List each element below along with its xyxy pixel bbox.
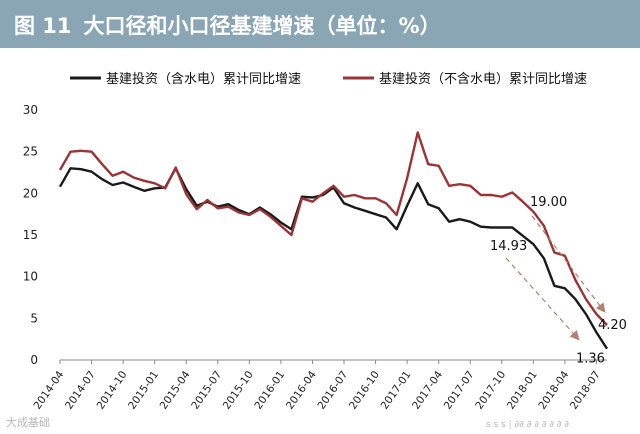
y-tick-label: 30 bbox=[23, 103, 38, 117]
x-tick-label: 2017-10 bbox=[473, 369, 508, 412]
x-tick-label: 2015-01 bbox=[126, 369, 161, 412]
x-tick-label: 2016-04 bbox=[284, 369, 319, 412]
x-tick-label: 2016-07 bbox=[315, 369, 350, 412]
figure-title: 图 11 大口径和小口径基建增速（单位：%） bbox=[14, 10, 441, 40]
annotation-label-start: 14.93 bbox=[490, 239, 527, 254]
line-chart: 基建投资（含水电）累计同比增速 基建投资（不含水电）累计同比增速 0 5 10 15 2… bbox=[23, 71, 627, 412]
y-tick-label: 20 bbox=[23, 186, 38, 200]
y-tick-label: 15 bbox=[23, 228, 38, 242]
x-tick-label: 2018-04 bbox=[536, 369, 571, 412]
legend-label-series-2: 基建投资（不含水电）累计同比增速 bbox=[379, 71, 587, 87]
x-tick-label: 2016-01 bbox=[252, 369, 287, 412]
annotation-arrow bbox=[505, 257, 580, 341]
figure-title-text: 大口径和小口径基建增速（单位：%） bbox=[83, 14, 441, 38]
y-tick-label: 25 bbox=[23, 145, 38, 159]
x-tick-label: 2014-07 bbox=[63, 369, 98, 412]
annotation-label-start: 19.00 bbox=[530, 195, 567, 210]
series-line-1 bbox=[58, 167, 609, 350]
x-tick-label: 2014-10 bbox=[95, 369, 130, 412]
figure-number: 图 11 bbox=[14, 14, 72, 38]
plot-area: 0 5 10 15 20 25 30 2014-042014-072014-102015-01… bbox=[23, 103, 627, 412]
watermark-left: 大成基础 bbox=[6, 416, 50, 429]
x-tick-label: 2015-10 bbox=[221, 369, 256, 412]
x-tick-label: 2018-07 bbox=[568, 369, 603, 412]
annotation-arrow bbox=[531, 215, 606, 313]
x-tick-label: 2017-07 bbox=[442, 369, 477, 412]
y-tick-label: 0 bbox=[30, 353, 38, 367]
legend: 基建投资（含水电）累计同比增速 基建投资（不含水电）累计同比增速 bbox=[70, 71, 587, 87]
x-tick-label: 2017-01 bbox=[379, 369, 414, 412]
title-banner: 图 11 大口径和小口径基建增速（单位：%） bbox=[0, 0, 640, 48]
x-tick-label: 2015-04 bbox=[158, 369, 193, 412]
x-tick-label: 2016-10 bbox=[347, 369, 382, 412]
legend-label-series-1: 基建投资（含水电）累计同比增速 bbox=[106, 71, 301, 87]
x-tick-label: 2015-07 bbox=[189, 369, 224, 412]
annotation-label-end: 4.20 bbox=[598, 318, 627, 333]
watermark-right: s s s | ∂∂ ∂ ∂ ∂ ∂ ∂ ∂ bbox=[486, 420, 569, 430]
y-tick-label: 5 bbox=[30, 311, 38, 325]
x-tick-label: 2014-04 bbox=[31, 369, 66, 412]
y-tick-label: 10 bbox=[23, 270, 38, 284]
annotation-label-end: 1.36 bbox=[576, 352, 605, 367]
x-tick-label: 2017-04 bbox=[410, 369, 445, 412]
series-line-2 bbox=[58, 131, 608, 326]
x-tick-label: 2018-01 bbox=[505, 369, 540, 412]
